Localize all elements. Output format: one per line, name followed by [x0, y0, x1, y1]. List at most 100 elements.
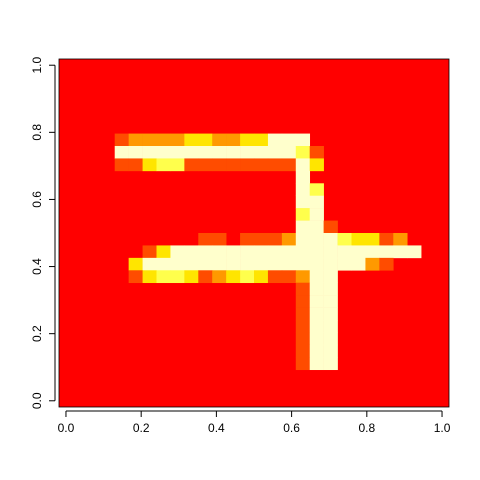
heatmap-cell: [309, 233, 324, 246]
x-tick-label: 1.0: [434, 421, 451, 435]
heatmap-cell: [226, 133, 241, 147]
heatmap-cell: [337, 245, 352, 259]
heatmap-cell: [295, 282, 311, 296]
heatmap-cell: [351, 233, 366, 246]
heatmap-cells: [59, 59, 449, 407]
heatmap-cell: [323, 220, 338, 234]
heatmap-cell: [184, 245, 199, 259]
heatmap-cell: [156, 158, 171, 172]
y-tick-label: 1.0: [30, 57, 44, 74]
heatmap-cell: [323, 357, 338, 371]
heatmap-cell: [337, 257, 352, 271]
heatmap-cell: [212, 133, 227, 147]
heatmap-cell: [156, 245, 171, 259]
heatmap-cell: [365, 257, 380, 271]
heatmap-cell: [323, 270, 338, 284]
heatmap-cell: [351, 245, 366, 259]
heatmap-cell: [295, 133, 311, 147]
heatmap-cell: [226, 270, 241, 284]
heatmap-cell: [226, 257, 241, 271]
heatmap-cell: [309, 257, 324, 271]
y-tick-label: 0.0: [30, 392, 44, 409]
heatmap-cell: [309, 357, 324, 371]
x-axis: 0.0 0.2 0.4 0.6 0.8 1.0: [58, 410, 451, 435]
heatmap-cell: [281, 146, 297, 159]
heatmap-cell: [407, 245, 422, 259]
heatmap-cell: [156, 257, 171, 271]
heatmap-cell: [170, 146, 185, 159]
heatmap-cell: [142, 257, 157, 271]
heatmap-cell: [184, 270, 199, 284]
heatmap-cell: [198, 270, 213, 284]
heatmap-cell: [281, 133, 297, 147]
heatmap-cell: [295, 195, 311, 209]
heatmap-cell: [309, 344, 324, 358]
heatmap-cell: [295, 357, 311, 371]
heatmap-cell: [281, 158, 297, 172]
y-tick-label: 0.4: [30, 258, 44, 275]
heatmap-cell: [295, 158, 311, 172]
heatmap-cell: [156, 133, 171, 147]
heatmap-cell: [240, 158, 255, 172]
heatmap-cell: [309, 208, 324, 221]
heatmap-cell: [212, 146, 227, 159]
heatmap-cell: [170, 257, 185, 271]
heatmap-cell: [309, 320, 324, 333]
x-tick-label: 0.0: [58, 421, 75, 435]
y-tick-label: 0.8: [30, 124, 44, 141]
heatmap-cell: [309, 270, 324, 284]
heatmap-cell: [295, 233, 311, 246]
heatmap-cell: [212, 233, 227, 246]
heatmap-cell: [240, 146, 255, 159]
heatmap-cell: [212, 257, 227, 271]
heatmap-cell: [198, 257, 213, 271]
heatmap-cell: [323, 257, 338, 271]
heatmap-cell: [267, 133, 283, 147]
heatmap-cell: [226, 146, 241, 159]
heatmap-cell: [309, 307, 324, 321]
heatmap-cell: [309, 220, 324, 234]
x-tick-label: 0.6: [283, 421, 300, 435]
heatmap-cell: [295, 220, 311, 234]
plot-frame: [58, 58, 450, 408]
heatmap-cell: [184, 257, 199, 271]
heatmap-cell: [114, 158, 129, 172]
heatmap-cell: [267, 146, 283, 159]
heatmap-cell: [393, 233, 408, 246]
heatmap-cell: [170, 245, 185, 259]
heatmap-cell: [254, 257, 269, 271]
heatmap-cell: [309, 282, 324, 296]
heatmap-cell: [309, 158, 324, 172]
heatmap-cell: [254, 245, 269, 259]
x-tick-label: 0.2: [133, 421, 150, 435]
heatmap-cell: [267, 257, 283, 271]
x-tick-label: 0.8: [358, 421, 375, 435]
heatmap-cell: [212, 245, 227, 259]
heatmap-cell: [156, 146, 171, 159]
heatmap-cell: [323, 233, 338, 246]
heatmap-cell: [379, 233, 394, 246]
heatmap-cell: [170, 270, 185, 284]
heatmap-cell: [142, 146, 157, 159]
heatmap-cell: [226, 245, 241, 259]
heatmap-cell: [254, 233, 269, 246]
heatmap-cell: [393, 245, 408, 259]
heatmap-cell: [295, 183, 311, 197]
heatmap-cell: [309, 295, 324, 308]
heatmap-cell: [240, 245, 255, 259]
heatmap-cell: [128, 133, 143, 147]
heatmap-cell: [351, 257, 366, 271]
heatmap-cell: [198, 158, 213, 172]
heatmap-cell: [281, 245, 297, 259]
heatmap-cell: [128, 270, 143, 284]
x-tick-label: 0.4: [208, 421, 225, 435]
heatmap-cell: [254, 158, 269, 172]
heatmap-cell: [323, 245, 338, 259]
heatmap-cell: [128, 158, 143, 172]
heatmap-cell: [128, 257, 143, 271]
heatmap-cell: [281, 270, 297, 284]
heatmap-cell: [323, 344, 338, 358]
heatmap-cell: [198, 146, 213, 159]
heatmap-cell: [323, 332, 338, 346]
